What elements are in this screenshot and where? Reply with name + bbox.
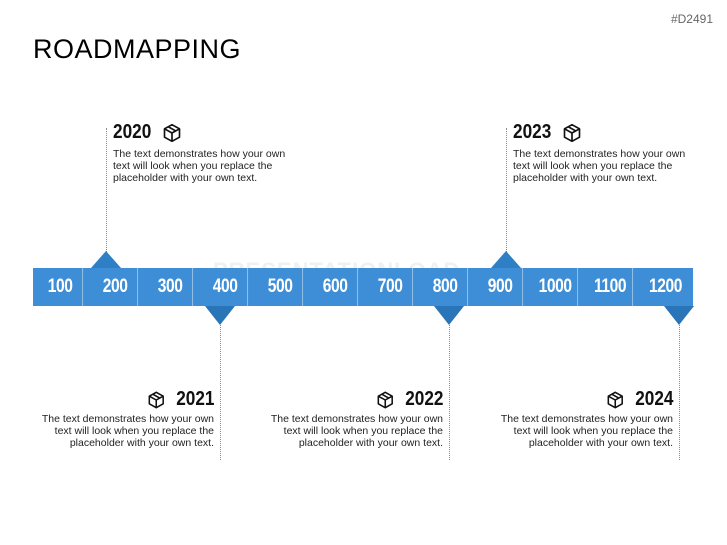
- scale-label: 100: [38, 268, 84, 306]
- milestone-description: The text demonstrates how your own text …: [41, 413, 214, 449]
- scale-label: 800: [423, 268, 469, 306]
- milestone-year: 2022: [376, 388, 443, 411]
- connector-2024: [679, 325, 680, 460]
- scale-label: 1100: [588, 268, 634, 306]
- milestone-description: The text demonstrates how your own text …: [513, 148, 686, 184]
- scale-label: 600: [313, 268, 359, 306]
- marker-2023: [491, 251, 521, 268]
- package-icon: [377, 391, 393, 408]
- connector-2023: [506, 128, 507, 252]
- scale-label: 300: [148, 268, 194, 306]
- milestone-description: The text demonstrates how your own text …: [500, 413, 673, 449]
- marker-2020: [91, 251, 121, 268]
- marker-2021: [205, 306, 235, 325]
- package-icon: [607, 391, 623, 408]
- package-icon: [148, 391, 164, 408]
- scale-label: 900: [478, 268, 524, 306]
- milestone-year: 2020: [113, 121, 182, 144]
- scale-label: 400: [203, 268, 249, 306]
- year-label: 2020: [113, 121, 152, 143]
- package-icon: [563, 123, 580, 142]
- milestone-year: 2024: [606, 388, 673, 411]
- slide-code: #D2491: [670, 12, 713, 26]
- page-title: ROADMAPPING: [33, 34, 242, 64]
- milestone-description: The text demonstrates how your own text …: [270, 413, 443, 449]
- timeline-scale-bar: 100 200 300 400 500 600 700 800 900 1000…: [33, 268, 693, 306]
- milestone-description: The text demonstrates how your own text …: [113, 148, 286, 184]
- marker-2024: [664, 306, 694, 325]
- milestone-year: 2023: [513, 121, 582, 144]
- milestone-year: 2021: [147, 388, 214, 411]
- year-label: 2023: [513, 121, 552, 143]
- scale-label: 700: [368, 268, 414, 306]
- connector-2022: [449, 325, 450, 460]
- scale-label: 500: [258, 268, 304, 306]
- scale-label: 1000: [533, 268, 579, 306]
- connector-2020: [106, 128, 107, 252]
- scale-label: 200: [93, 268, 139, 306]
- package-icon: [163, 123, 180, 142]
- year-label: 2024: [634, 388, 673, 410]
- connector-2021: [220, 325, 221, 460]
- marker-2022: [434, 306, 464, 325]
- scale-label: 1200: [648, 276, 683, 297]
- year-label: 2022: [404, 388, 443, 410]
- year-label: 2021: [175, 388, 214, 410]
